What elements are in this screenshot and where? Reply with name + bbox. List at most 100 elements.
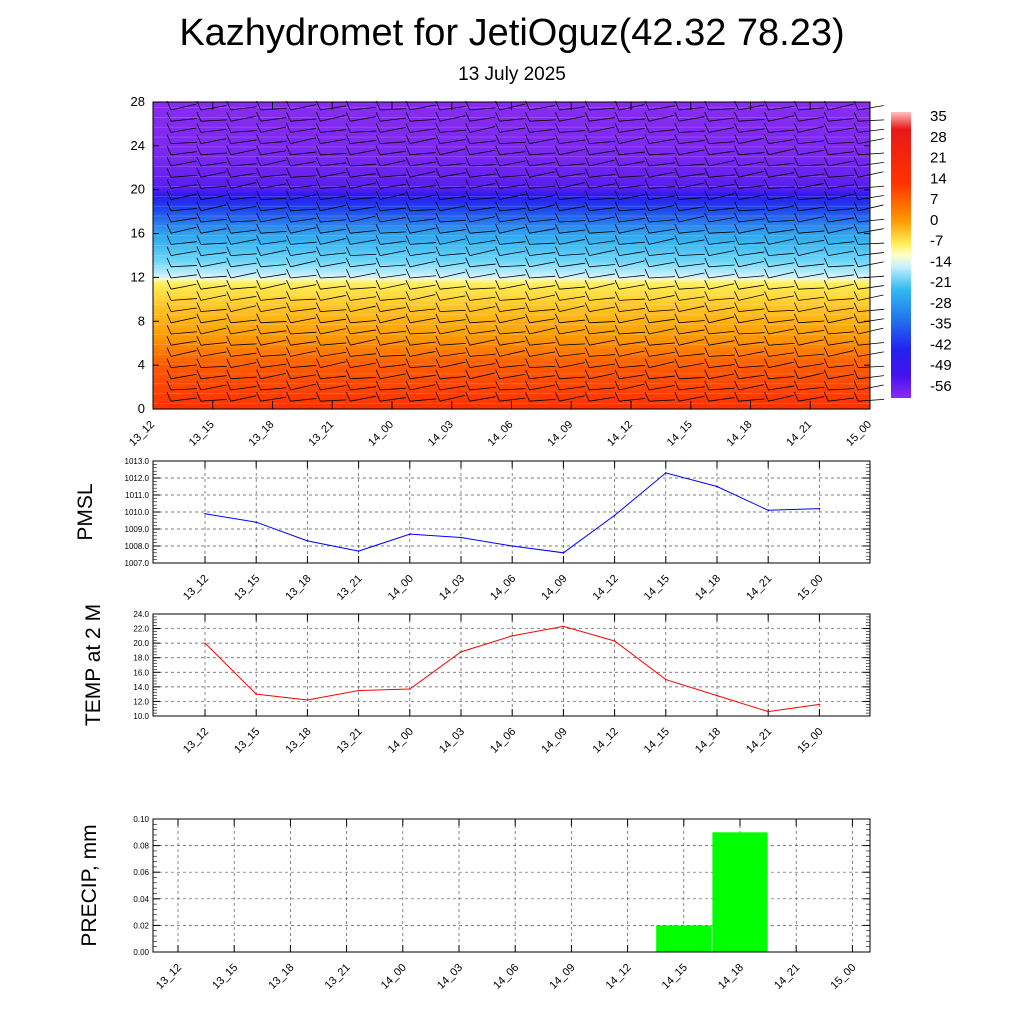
heatmap-band [153, 187, 870, 191]
wind-barb [230, 182, 257, 189]
heatmap-band [153, 345, 870, 349]
wind-barb-flag [674, 324, 680, 335]
wind-barb [380, 283, 406, 290]
wind-barb [828, 151, 855, 156]
wind-barb-flag [704, 212, 710, 223]
wind-barb-flag [226, 313, 232, 323]
wind-barb [768, 252, 795, 256]
wind-barb-flag [584, 179, 590, 189]
x-tick-label: 14_00 [386, 573, 416, 603]
wind-barb [708, 231, 735, 234]
y-axis-label: PRECIP, mm [78, 824, 101, 946]
wind-barb [320, 318, 347, 324]
wind-barb [678, 215, 705, 223]
heatmap-band [153, 191, 870, 195]
panel-frame [152, 613, 871, 717]
wind-barb [708, 217, 735, 223]
wind-barb-flag [555, 201, 560, 211]
wind-barb-flag [256, 134, 261, 144]
wind-barb [529, 398, 556, 402]
wind-barb-flag [584, 324, 590, 335]
wind-barb [559, 172, 586, 178]
wind-barb-flag [555, 268, 560, 279]
wind-barb [648, 351, 675, 357]
wind-barb-flag [226, 336, 232, 346]
wind-barb [798, 386, 825, 391]
wind-barb-flag [166, 336, 172, 346]
wind-barb [290, 175, 317, 178]
wind-barb-flag [734, 235, 739, 245]
wind-barb-flag [375, 358, 381, 368]
wind-barb-flag [495, 156, 500, 167]
wind-barb-flag [734, 268, 739, 279]
wind-barb-flag [196, 313, 202, 323]
wind-barb [708, 330, 735, 335]
wind-barb-flag [256, 201, 261, 211]
wind-barb-flag [226, 347, 232, 357]
wind-barb [350, 215, 376, 223]
wind-barb [469, 239, 496, 245]
wind-barb [170, 307, 197, 312]
wind-barb-flag [256, 358, 261, 368]
wind-barb-flag [704, 179, 710, 189]
heatmap-band [153, 367, 870, 371]
wind-barb-flag [256, 224, 261, 234]
wind-barb-flag [345, 179, 351, 189]
wind-barb-flag [764, 123, 769, 133]
wind-barb-flag [704, 257, 710, 267]
wind-barb [260, 216, 287, 223]
wind-barb [619, 184, 645, 189]
wind-barb-flag [375, 201, 381, 211]
colorbar [891, 112, 911, 398]
heatmap-band [153, 115, 870, 118]
wind-barb-flag [345, 168, 351, 178]
wind-barb [409, 194, 436, 200]
wind-barb-flag [345, 324, 351, 335]
heatmap-band [153, 358, 870, 362]
wind-barb-flag [256, 380, 261, 391]
wind-barb [320, 375, 347, 380]
heatmap-band [153, 205, 870, 208]
wind-barb-flag [525, 302, 530, 312]
data-point [460, 536, 462, 539]
wind-barb [200, 342, 227, 346]
wind-barb-flag [764, 392, 769, 402]
wind-barb [499, 174, 526, 178]
wind-barb [260, 387, 287, 391]
wind-barb [380, 193, 406, 200]
wind-barb-flag [614, 212, 620, 223]
wind-barb-flag [704, 224, 710, 234]
wind-barb [439, 361, 466, 368]
wind-barb [290, 227, 317, 234]
wind-barb-flag [435, 246, 441, 256]
wind-barb-flag [525, 145, 530, 155]
wind-barb-flag [166, 302, 172, 312]
x-tick-label: 13_12 [181, 573, 211, 603]
wind-barb-flag [196, 324, 202, 335]
wind-barb-flag [794, 246, 799, 256]
wind-barb-flag [166, 201, 172, 211]
wind-barb [678, 395, 705, 402]
wind-barb [409, 351, 436, 357]
wind-barb-flag [316, 268, 321, 279]
wind-barb [320, 276, 347, 279]
wind-barb-flag [525, 358, 530, 368]
wind-barb [768, 295, 795, 301]
wind-barb-flag [823, 268, 829, 279]
wind-barb [230, 229, 257, 234]
heatmap-band [153, 303, 870, 307]
wind-barb [170, 298, 197, 301]
wind-barb [738, 185, 765, 189]
wind-barb-flag [375, 280, 381, 290]
heatmap-band [153, 231, 870, 235]
wind-barb-flag [734, 246, 739, 256]
y-tick-label: 1009.0 [125, 525, 150, 534]
wind-barb [469, 140, 496, 144]
wind-barb [320, 228, 347, 234]
heatmap-band [153, 178, 870, 182]
wind-barb [380, 273, 406, 279]
wind-barb-flag [734, 358, 739, 368]
wind-barb [409, 161, 436, 167]
wind-barb [858, 285, 884, 290]
wind-barb-flag [614, 324, 620, 335]
